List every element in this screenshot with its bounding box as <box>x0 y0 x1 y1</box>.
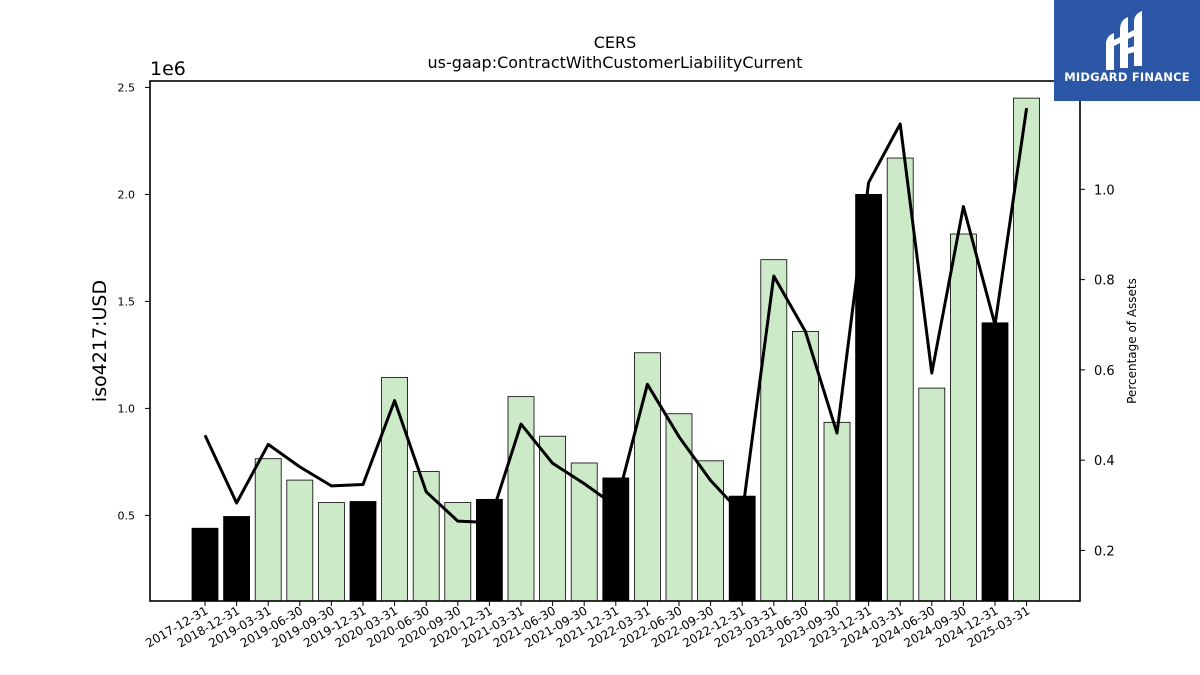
bar-2021-12-31 <box>602 477 630 602</box>
bar-2023-06-30 <box>792 330 819 602</box>
y-tick-label: 1.0 <box>118 402 136 415</box>
y-axis-offset-label: 1e6 <box>150 58 186 80</box>
bar-2024-12-31 <box>981 322 1009 602</box>
y-tick-label: 2.5 <box>118 81 136 94</box>
bar-2022-06-30 <box>665 413 693 602</box>
bar-2020-12-31 <box>475 498 503 602</box>
logo-text: MIDGARD FINANCE <box>1064 70 1190 84</box>
y-tick-label: 0.5 <box>118 509 136 522</box>
bar-2019-06-30 <box>286 479 314 602</box>
chart-title: CERS <box>594 33 637 52</box>
plot-frame <box>149 80 1081 602</box>
bar-2023-03-31 <box>760 259 788 602</box>
y2-tick-label: 0.6 <box>1094 364 1115 379</box>
bar-2019-12-31 <box>349 501 377 602</box>
y2-tick-label: 0.4 <box>1094 454 1115 469</box>
bar-2018-12-31 <box>223 516 251 602</box>
y2-tick-label: 1.0 <box>1094 183 1115 198</box>
y-axis-ticks: 0.5 1.0 1.5 2.0 2.5 <box>118 81 150 522</box>
y2-tick-label: 0.8 <box>1094 274 1115 289</box>
bar-2019-09-30 <box>317 502 345 602</box>
bar-2024-06-30 <box>918 387 946 602</box>
x-axis-ticks: 2017-12-312018-12-312019-03-312019-06-30… <box>143 601 1032 650</box>
bar-2020-09-30 <box>444 502 472 602</box>
bar-2023-09-30 <box>823 421 851 602</box>
y-tick-label: 1.5 <box>118 295 136 308</box>
bar-2024-03-31 <box>886 157 914 602</box>
bar-2022-09-30 <box>697 460 724 602</box>
chart-subtitle: us-gaap:ContractWithCustomerLiabilityCur… <box>428 53 803 72</box>
y2-axis-ticks: 0.2 0.4 0.6 0.8 1.0 <box>1080 183 1115 559</box>
y-axis-label: iso4217:USD <box>89 280 111 402</box>
percentage-of-assets-line <box>203 107 1029 524</box>
logo-mark-icon <box>1106 11 1142 70</box>
bar-2017-12-31 <box>191 527 219 602</box>
y2-axis-label: Percentage of Assets <box>1125 278 1139 404</box>
midgard-finance-logo: MIDGARD FINANCE <box>1054 0 1200 101</box>
bar-2020-03-31 <box>381 376 409 602</box>
bar-2021-03-31 <box>507 396 535 602</box>
bar-series <box>191 97 1040 602</box>
bar-2019-03-31 <box>254 458 282 602</box>
bar-2024-09-30 <box>950 233 977 602</box>
y-tick-label: 2.0 <box>118 188 136 201</box>
bar-2021-09-30 <box>570 462 598 602</box>
y2-tick-label: 0.2 <box>1094 544 1115 559</box>
